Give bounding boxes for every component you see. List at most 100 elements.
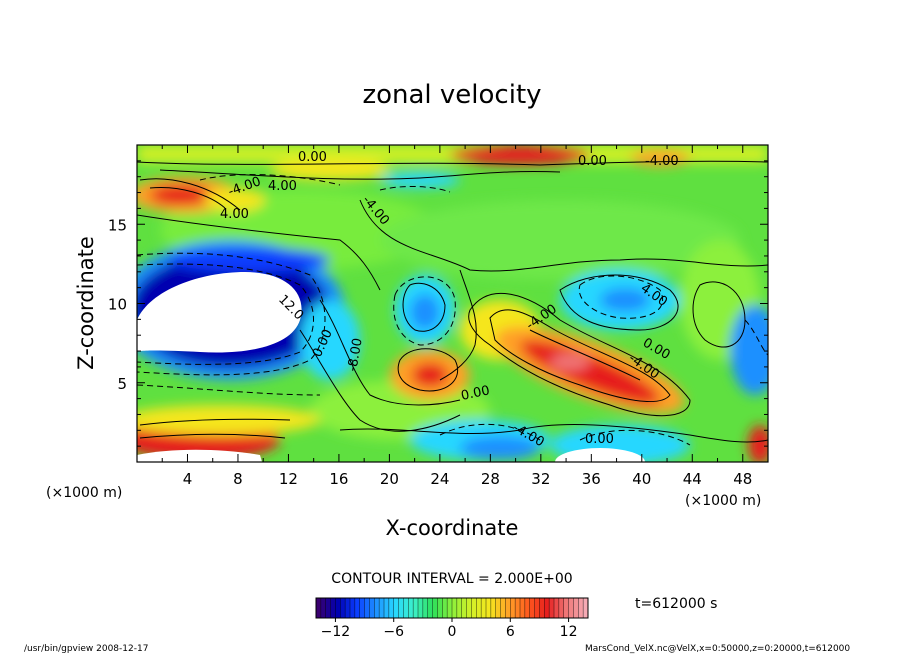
colorbar-segment: [539, 598, 545, 618]
field-blob: [270, 160, 390, 180]
colorbar-segment: [432, 598, 438, 618]
x-axis-ticks: 4 8 12 16 20 24 28 32 36 40 44 48: [161, 145, 752, 488]
contour-line: [137, 214, 381, 291]
contour-line: [139, 433, 286, 439]
contour-label: 4.00: [220, 207, 249, 222]
colorbar-segment: [461, 598, 467, 618]
white-region: [555, 448, 645, 462]
plot-area: 0.00 -4.00 4.00 4.00 -4.00 0.00 -4.00 12…: [137, 145, 768, 462]
colorbar-segment: [456, 598, 463, 618]
colorbar-segment: [354, 598, 361, 618]
field-blob: [748, 425, 768, 462]
x-tick-label: 36: [582, 470, 601, 488]
colorbar-segment: [529, 598, 535, 618]
colorbar-segment: [422, 598, 429, 618]
dashed-contours: [137, 174, 768, 446]
colorbar-segment: [325, 598, 331, 618]
contour-interval-label: CONTOUR INTERVAL = 2.000E+00: [331, 571, 572, 587]
colorbar-segment: [350, 598, 356, 618]
colorbar-segment: [524, 598, 531, 618]
white-region: [137, 272, 302, 353]
time-label: t=612000 s: [635, 596, 717, 612]
colorbar-segment: [320, 598, 327, 618]
contour-line: [439, 269, 477, 381]
colorbar-segment: [490, 598, 497, 618]
field-blob: [412, 363, 448, 387]
contour-label: 0.00: [460, 383, 491, 404]
colorbar-segment: [374, 598, 380, 618]
y-tick-label: 10: [108, 296, 127, 314]
colorbar-segment: [393, 598, 399, 618]
field-blob: [205, 188, 265, 212]
y-axis-ticks: 5 10 15: [108, 160, 768, 447]
colorbar-segment: [486, 598, 492, 618]
colorbar-segment: [568, 598, 574, 618]
contour-line: [529, 329, 641, 381]
x-tick-label: 32: [531, 470, 550, 488]
contour-line: [402, 282, 446, 332]
colorbar-segment: [316, 598, 322, 618]
contour-line: [468, 292, 691, 417]
y-tick-label: 5: [117, 375, 127, 393]
x-tick-label: 16: [329, 470, 348, 488]
x-tick-label: 48: [733, 470, 752, 488]
contour-line: [692, 281, 746, 348]
colorbar-tick-label: 12: [560, 624, 578, 640]
x-tick-label: 12: [279, 470, 298, 488]
x-tick-label: 40: [632, 470, 651, 488]
colorbar-segment: [369, 598, 375, 618]
colorbar-segment: [340, 598, 346, 618]
colorbar-segment: [384, 598, 390, 618]
colorbar-segment: [335, 598, 341, 618]
contour-line: [319, 299, 461, 406]
colorbar-segment: [520, 598, 526, 618]
colorbar-tick-label: 6: [506, 624, 515, 640]
field-blob: [450, 145, 590, 165]
x-tick-label: 20: [380, 470, 399, 488]
contour-line: [339, 424, 768, 443]
contour-line: [393, 276, 456, 346]
contour-line: [137, 263, 314, 365]
colorbar-segment: [563, 598, 569, 618]
contour-line: [137, 384, 321, 396]
contour-label: -8.00: [345, 337, 366, 373]
field-blob: [380, 172, 460, 188]
colorbar-segment: [364, 598, 370, 618]
contour-line: [579, 429, 691, 446]
contour-line: [489, 309, 671, 402]
field-blob: [137, 405, 320, 435]
colorbar-segment: [408, 598, 414, 618]
colorbar-segment: [418, 598, 424, 618]
y-tick-label: 15: [108, 216, 127, 234]
y-axis-label: Z-coordinate: [74, 236, 98, 370]
field-blob: [150, 185, 210, 205]
colorbar-segment: [573, 598, 579, 618]
contour-line: [397, 348, 458, 392]
field-blob: [380, 200, 740, 280]
colorbar-segment: [452, 598, 458, 618]
footer-left: /usr/bin/gpview 2008-12-17: [24, 644, 148, 654]
colorbar-segment: [510, 598, 516, 618]
field-blob: [300, 300, 360, 380]
contour-label: 0.00: [585, 432, 614, 447]
x-tick-label: 28: [481, 470, 500, 488]
x-tick-label: 8: [233, 470, 243, 488]
colorbar-segment: [578, 598, 584, 618]
field-blob: [410, 294, 440, 330]
contour-line: [199, 174, 341, 186]
contour-label: 4.00: [268, 179, 297, 194]
colorbar-segment: [388, 598, 395, 618]
colorbar-segment: [403, 598, 409, 618]
colorbar-segment: [476, 598, 482, 618]
colorbar-segment: [427, 598, 433, 618]
x-axis-label: X-coordinate: [386, 516, 519, 540]
contour-line: [137, 160, 768, 166]
colorbar-segment: [437, 598, 443, 618]
contour-lines: [137, 160, 768, 443]
colorbar-segment: [495, 598, 501, 618]
white-region: [137, 449, 262, 462]
colorbar-segment: [515, 598, 521, 618]
colorbar-segment: [442, 598, 448, 618]
contour-label: -4.00: [645, 154, 679, 169]
